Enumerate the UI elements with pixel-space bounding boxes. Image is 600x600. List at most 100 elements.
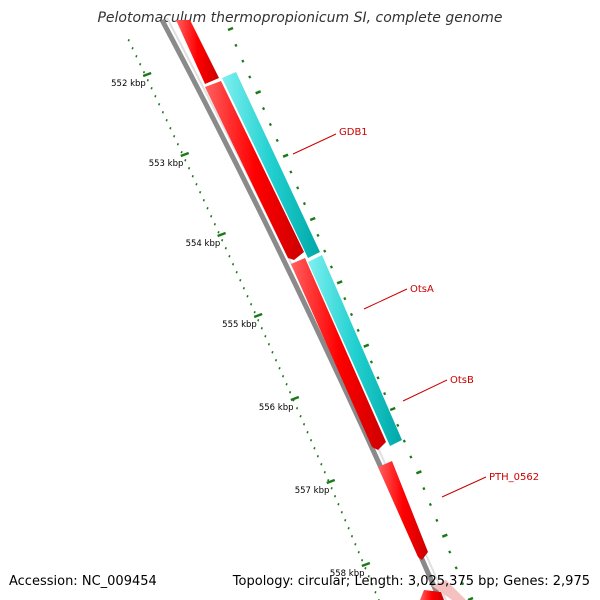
outer-dot (435, 518, 439, 522)
outer-dot (234, 43, 238, 47)
minor-tick (337, 503, 340, 506)
outer-dot-track (227, 26, 474, 600)
tick-label: 557 kbp (295, 486, 330, 496)
gene-block-otsB[interactable] (308, 255, 402, 446)
minor-tick (202, 199, 205, 202)
minor-tick (257, 319, 260, 322)
outer-dot (441, 533, 448, 538)
minor-tick (316, 455, 319, 458)
gene-leader-line (292, 133, 337, 155)
minor-tick (224, 247, 227, 250)
minor-tick (274, 359, 278, 362)
gene-label[interactable]: GDB1 (339, 127, 368, 138)
minor-tick (169, 127, 172, 130)
minor-tick (282, 375, 285, 378)
gene-label[interactable]: OtsB (450, 375, 474, 386)
outer-dot (396, 423, 400, 427)
tick-label: 554 kbp (186, 239, 221, 249)
outer-dot (376, 376, 380, 380)
major-tick (326, 478, 336, 485)
gene-block-reverse-lower[interactable] (420, 590, 444, 600)
minor-tick (180, 151, 183, 154)
gene-block-reverse-upper[interactable] (205, 81, 304, 260)
outer-dot (248, 75, 252, 79)
genes-value: 2,975 (552, 574, 590, 589)
minor-tick (154, 95, 157, 98)
minor-tick (323, 471, 326, 474)
major-tick (142, 71, 152, 78)
tick-labels: 552 kbp 553 kbp 554 kbp 555 kbp 556 kbp 557 k… (111, 79, 364, 579)
minor-tick (228, 255, 231, 258)
major-tick (253, 312, 263, 319)
minor-tick (374, 591, 377, 594)
minor-tick (367, 575, 370, 578)
outer-dot (329, 265, 333, 269)
minor-tick (210, 215, 213, 218)
gene-block-reverse-otsA[interactable] (291, 258, 386, 450)
outer-dot (296, 186, 300, 190)
tick-label: 556 kbp (259, 403, 294, 413)
gene-label[interactable]: PTH_0562 (489, 472, 539, 483)
accession-label: Accession: (9, 574, 78, 589)
major-tick (180, 151, 190, 158)
minor-tick (354, 543, 357, 546)
minor-tick (173, 135, 176, 138)
minor-tick (199, 191, 202, 194)
major-tick (361, 561, 371, 568)
outer-dot (383, 392, 387, 396)
minor-tick (131, 47, 134, 50)
minor-tick (239, 279, 242, 282)
tick-label: 558 kbp (330, 569, 365, 579)
minor-tick (242, 287, 245, 290)
genome-stats: Topology: circular; Length: 3,025,375 bp… (232, 574, 590, 589)
outer-dot (389, 406, 396, 412)
minor-tick (232, 263, 235, 266)
minor-tick (267, 343, 270, 346)
minor-tick (296, 407, 299, 410)
gene-block-gdb1[interactable] (222, 72, 320, 258)
outer-dot (302, 202, 307, 206)
genes-label: Genes: (503, 574, 549, 589)
minor-tick (327, 479, 330, 482)
major-tick-track (142, 71, 371, 568)
minor-tick (340, 511, 343, 514)
minor-tick (333, 495, 337, 498)
minor-tick (371, 583, 374, 586)
minor-tick (253, 311, 256, 314)
tick-label: 552 kbp (111, 79, 146, 89)
minor-tick (313, 447, 316, 450)
outer-dot (261, 107, 266, 111)
outer-dot (268, 122, 272, 127)
minor-tick (364, 567, 367, 570)
gene-leader-line (441, 476, 487, 498)
minor-tick (344, 519, 347, 522)
major-tick (290, 395, 300, 402)
outer-dot (428, 502, 432, 507)
minor-tick (127, 39, 130, 42)
outer-dot (289, 170, 293, 174)
minor-tick (158, 103, 161, 106)
minor-tick (320, 463, 323, 466)
minor-tick (361, 559, 364, 562)
minor-tick (188, 167, 191, 170)
minor-tick (184, 159, 187, 162)
minor-tick (278, 367, 281, 370)
gene-block-reverse-top[interactable] (176, 20, 219, 84)
outer-dot (316, 233, 320, 237)
outer-dot (363, 343, 370, 348)
minor-tick (191, 175, 194, 178)
minor-tick (264, 335, 267, 338)
outer-dot (454, 566, 458, 570)
minor-tick (217, 231, 220, 234)
outer-dot (309, 216, 316, 222)
minor-tick (150, 87, 153, 90)
minor-tick (139, 63, 142, 66)
minor-tick (289, 391, 292, 394)
accession-info: Accession: NC_009454 (9, 574, 157, 589)
gene-block-pth0562[interactable] (378, 461, 428, 560)
minor-tick (146, 79, 149, 82)
gene-label[interactable]: OtsA (410, 284, 434, 295)
gene-block-faded-bottom (432, 580, 466, 600)
outer-dot (349, 312, 354, 317)
